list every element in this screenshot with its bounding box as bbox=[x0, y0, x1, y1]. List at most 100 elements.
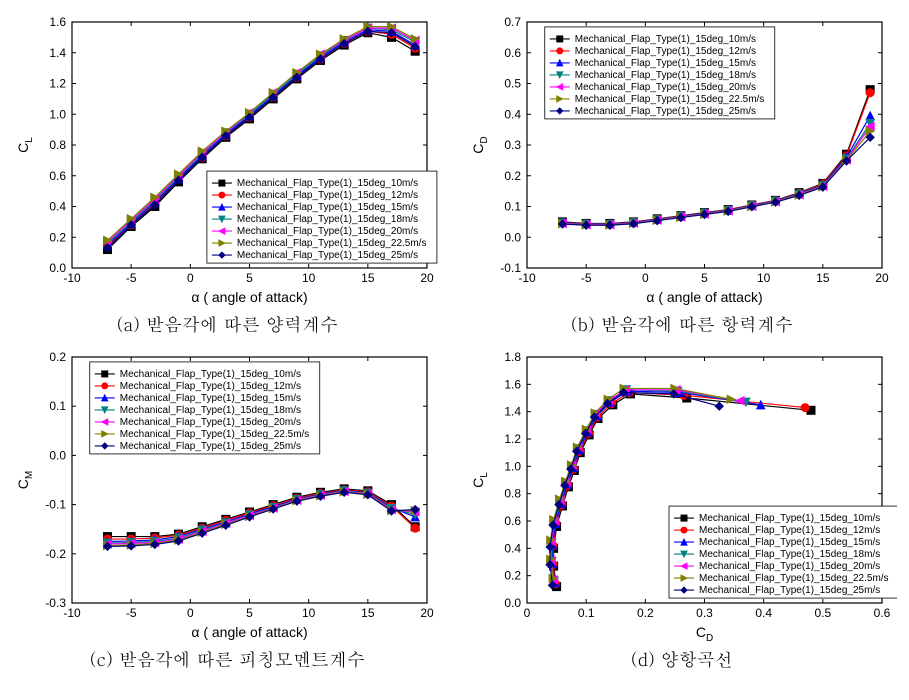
svg-text:1.4: 1.4 bbox=[50, 46, 67, 60]
svg-text:CD: CD bbox=[470, 136, 490, 153]
svg-text:Mechanical_Flap_Type(1)_15deg_: Mechanical_Flap_Type(1)_15deg_10m/s bbox=[699, 513, 880, 524]
svg-text:0: 0 bbox=[523, 606, 530, 620]
svg-text:Mechanical_Flap_Type(1)_15deg_: Mechanical_Flap_Type(1)_15deg_12m/s bbox=[699, 525, 880, 536]
svg-text:Mechanical_Flap_Type(1)_15deg_: Mechanical_Flap_Type(1)_15deg_15m/s bbox=[120, 393, 301, 404]
chart-b: -10-505101520-0.10.00.10.20.30.40.50.60.… bbox=[467, 10, 897, 310]
svg-text:1.8: 1.8 bbox=[504, 350, 521, 364]
svg-text:Mechanical_Flap_Type(1)_15deg_: Mechanical_Flap_Type(1)_15deg_22.5m/s bbox=[237, 238, 427, 249]
svg-text:Mechanical_Flap_Type(1)_15deg_: Mechanical_Flap_Type(1)_15deg_15m/s bbox=[575, 58, 756, 69]
svg-text:10: 10 bbox=[302, 271, 316, 285]
svg-text:0.2: 0.2 bbox=[504, 169, 521, 183]
svg-text:0.0: 0.0 bbox=[504, 230, 521, 244]
svg-text:Mechanical_Flap_Type(1)_15deg_: Mechanical_Flap_Type(1)_15deg_15m/s bbox=[699, 537, 880, 548]
svg-text:0.1: 0.1 bbox=[50, 399, 67, 413]
svg-text:Mechanical_Flap_Type(1)_15deg_: Mechanical_Flap_Type(1)_15deg_20m/s bbox=[699, 561, 880, 572]
svg-text:Mechanical_Flap_Type(1)_15deg_: Mechanical_Flap_Type(1)_15deg_12m/s bbox=[120, 381, 301, 392]
svg-text:Mechanical_Flap_Type(1)_15deg_: Mechanical_Flap_Type(1)_15deg_22.5m/s bbox=[699, 573, 889, 584]
svg-text:15: 15 bbox=[361, 606, 375, 620]
svg-text:0: 0 bbox=[187, 606, 194, 620]
svg-text:0.8: 0.8 bbox=[50, 138, 67, 152]
svg-text:-0.1: -0.1 bbox=[500, 261, 521, 275]
svg-text:0.4: 0.4 bbox=[755, 606, 772, 620]
svg-text:15: 15 bbox=[361, 271, 375, 285]
svg-text:0.3: 0.3 bbox=[696, 606, 713, 620]
svg-text:Mechanical_Flap_Type(1)_15deg_: Mechanical_Flap_Type(1)_15deg_22.5m/s bbox=[120, 429, 310, 440]
svg-text:Mechanical_Flap_Type(1)_15deg_: Mechanical_Flap_Type(1)_15deg_25m/s bbox=[699, 585, 880, 596]
svg-text:20: 20 bbox=[421, 271, 435, 285]
svg-text:5: 5 bbox=[246, 606, 253, 620]
svg-text:Mechanical_Flap_Type(1)_15deg_: Mechanical_Flap_Type(1)_15deg_12m/s bbox=[237, 190, 418, 201]
svg-text:Mechanical_Flap_Type(1)_15deg_: Mechanical_Flap_Type(1)_15deg_18m/s bbox=[237, 214, 418, 225]
chart-d: 00.10.20.30.40.50.60.00.20.40.60.81.01.2… bbox=[467, 345, 897, 645]
svg-text:0.4: 0.4 bbox=[504, 541, 521, 555]
caption-a: (a) 받음각에 따른 양력계수 bbox=[117, 312, 338, 337]
svg-text:0.2: 0.2 bbox=[50, 230, 67, 244]
svg-text:0.5: 0.5 bbox=[504, 77, 521, 91]
svg-text:Mechanical_Flap_Type(1)_15deg_: Mechanical_Flap_Type(1)_15deg_10m/s bbox=[237, 178, 418, 189]
svg-text:0.7: 0.7 bbox=[504, 15, 521, 29]
svg-text:Mechanical_Flap_Type(1)_15deg_: Mechanical_Flap_Type(1)_15deg_10m/s bbox=[120, 369, 301, 380]
svg-text:1.0: 1.0 bbox=[504, 459, 521, 473]
svg-text:1.0: 1.0 bbox=[50, 107, 67, 121]
svg-text:1.4: 1.4 bbox=[504, 405, 521, 419]
svg-text:0.4: 0.4 bbox=[50, 200, 67, 214]
svg-text:CL: CL bbox=[15, 137, 35, 153]
svg-text:0.1: 0.1 bbox=[504, 200, 521, 214]
svg-text:10: 10 bbox=[757, 271, 771, 285]
svg-text:-5: -5 bbox=[581, 271, 592, 285]
svg-text:0.5: 0.5 bbox=[814, 606, 831, 620]
caption-d: (d) 양항곡선 bbox=[631, 647, 733, 672]
svg-text:CM: CM bbox=[15, 471, 35, 489]
svg-text:Mechanical_Flap_Type(1)_15deg_: Mechanical_Flap_Type(1)_15deg_20m/s bbox=[575, 82, 756, 93]
svg-text:20: 20 bbox=[421, 606, 435, 620]
caption-c: (c) 받음각에 따른 피칭모멘트계수 bbox=[90, 647, 365, 672]
panel-d: 00.10.20.30.40.50.60.00.20.40.60.81.01.2… bbox=[465, 345, 900, 672]
svg-text:α ( angle of attack): α ( angle of attack) bbox=[646, 289, 762, 305]
svg-text:Mechanical_Flap_Type(1)_15deg_: Mechanical_Flap_Type(1)_15deg_25m/s bbox=[575, 106, 756, 117]
panel-b: -10-505101520-0.10.00.10.20.30.40.50.60.… bbox=[465, 10, 900, 337]
svg-text:0.2: 0.2 bbox=[504, 569, 521, 583]
svg-text:Mechanical_Flap_Type(1)_15deg_: Mechanical_Flap_Type(1)_15deg_20m/s bbox=[120, 417, 301, 428]
chart-a: -10-5051015200.00.20.40.60.81.01.21.41.6… bbox=[12, 10, 442, 310]
svg-text:5: 5 bbox=[701, 271, 708, 285]
svg-text:-5: -5 bbox=[126, 271, 137, 285]
svg-text:CD: CD bbox=[696, 624, 713, 644]
svg-text:Mechanical_Flap_Type(1)_15deg_: Mechanical_Flap_Type(1)_15deg_18m/s bbox=[699, 549, 880, 560]
svg-text:0.8: 0.8 bbox=[504, 487, 521, 501]
panel-c: -10-505101520-0.3-0.2-0.10.00.10.2α ( an… bbox=[10, 345, 445, 672]
svg-text:0.4: 0.4 bbox=[504, 107, 521, 121]
svg-text:15: 15 bbox=[816, 271, 830, 285]
svg-text:0.6: 0.6 bbox=[50, 169, 67, 183]
svg-text:-0.1: -0.1 bbox=[46, 498, 67, 512]
svg-text:5: 5 bbox=[246, 271, 253, 285]
svg-text:0.0: 0.0 bbox=[50, 261, 67, 275]
svg-text:Mechanical_Flap_Type(1)_15deg_: Mechanical_Flap_Type(1)_15deg_25m/s bbox=[237, 250, 418, 261]
chart-c: -10-505101520-0.3-0.2-0.10.00.10.2α ( an… bbox=[12, 345, 442, 645]
svg-text:0.2: 0.2 bbox=[50, 350, 67, 364]
svg-text:Mechanical_Flap_Type(1)_15deg_: Mechanical_Flap_Type(1)_15deg_15m/s bbox=[237, 202, 418, 213]
svg-text:-0.2: -0.2 bbox=[46, 547, 67, 561]
svg-text:0.6: 0.6 bbox=[504, 46, 521, 60]
svg-text:Mechanical_Flap_Type(1)_15deg_: Mechanical_Flap_Type(1)_15deg_12m/s bbox=[575, 46, 756, 57]
svg-text:0.0: 0.0 bbox=[504, 596, 521, 610]
svg-text:-0.3: -0.3 bbox=[46, 596, 67, 610]
svg-text:1.6: 1.6 bbox=[504, 377, 521, 391]
svg-text:20: 20 bbox=[875, 271, 889, 285]
svg-text:Mechanical_Flap_Type(1)_15deg_: Mechanical_Flap_Type(1)_15deg_18m/s bbox=[575, 70, 756, 81]
svg-text:0.6: 0.6 bbox=[873, 606, 890, 620]
svg-text:-5: -5 bbox=[126, 606, 137, 620]
svg-text:0.0: 0.0 bbox=[50, 448, 67, 462]
svg-text:α ( angle of attack): α ( angle of attack) bbox=[192, 624, 308, 640]
svg-text:0.1: 0.1 bbox=[578, 606, 595, 620]
svg-text:0: 0 bbox=[642, 271, 649, 285]
svg-text:CL: CL bbox=[470, 472, 490, 488]
caption-b: (b) 받음각에 따른 항력계수 bbox=[571, 312, 793, 337]
svg-text:1.6: 1.6 bbox=[50, 15, 67, 29]
svg-text:Mechanical_Flap_Type(1)_15deg_: Mechanical_Flap_Type(1)_15deg_18m/s bbox=[120, 405, 301, 416]
svg-text:Mechanical_Flap_Type(1)_15deg_: Mechanical_Flap_Type(1)_15deg_22.5m/s bbox=[575, 94, 765, 105]
svg-text:0.2: 0.2 bbox=[637, 606, 654, 620]
figure-grid: -10-5051015200.00.20.40.60.81.01.21.41.6… bbox=[10, 10, 899, 672]
svg-text:α ( angle of attack): α ( angle of attack) bbox=[192, 289, 308, 305]
svg-text:0: 0 bbox=[187, 271, 194, 285]
svg-text:1.2: 1.2 bbox=[50, 77, 67, 91]
